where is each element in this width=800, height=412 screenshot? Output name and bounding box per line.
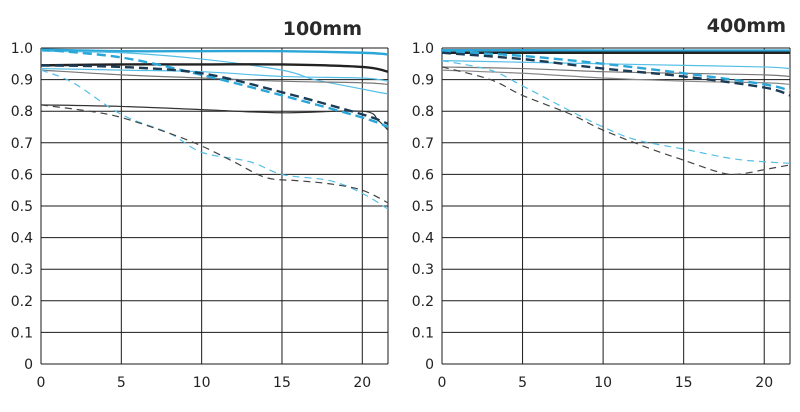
chart-title-400mm: 400mm [707, 15, 786, 37]
x-tick-label: 15 [675, 375, 693, 391]
tick-labels-400mm: 0 0.1 0.2 0.3 0.4 0.5 0.6 0.7 0.8 0.9 1.0 0 5 10 15 20 [412, 41, 773, 391]
y-tick-label: 1.0 [412, 41, 434, 57]
series-line-black-dashed-thick [441, 51, 791, 97]
y-tick-label: 0.6 [412, 167, 434, 183]
y-tick-label: 0.8 [11, 104, 33, 120]
series-line-blue-solid-thin-2 [40, 50, 389, 95]
x-tick-label: 10 [594, 375, 612, 391]
series-line-black-solid-thick [40, 63, 389, 73]
series-400mm [441, 48, 791, 176]
series-line-black-dashed-thin [441, 66, 791, 176]
series-line-black-dashed-thick [40, 64, 389, 125]
series-line-blue-solid-thick [40, 48, 389, 56]
series-line-gray-solid-thin-2 [441, 69, 791, 85]
chart-400mm: 00.10.20.30.40.50.60.70.80.91.00 5 10 15 20 … [412, 15, 791, 391]
grid-400mm [441, 47, 791, 365]
chart-100mm: 00.10.20.30.40.50.60.70.80.91.00 5 10 15 20 … [11, 18, 389, 391]
x-tick-label: 10 [193, 375, 211, 391]
x-tick-label: 15 [273, 375, 291, 391]
series-line-black-dashed-thin [40, 104, 389, 204]
y-tick-label: 0.3 [11, 262, 33, 278]
y-tick-label: 0.1 [412, 325, 434, 341]
y-tick-label: 0 [24, 357, 33, 373]
series-line-blue-dashed-thick [40, 48, 389, 129]
x-tick-label: 20 [353, 375, 371, 391]
tick-labels-100mm: 0 0.1 0.2 0.3 0.4 0.5 0.6 0.7 0.8 0.9 1.0 0 5 10 15 20 [11, 41, 371, 391]
y-tick-label: 0.4 [11, 231, 33, 247]
y-tick-label: 0.9 [11, 73, 33, 89]
y-tick-label: 0.3 [412, 262, 434, 278]
x-tick-label: 20 [755, 375, 773, 391]
series-line-blue-dashed-thick [441, 49, 791, 92]
series-line-blue-dashed-thin [441, 60, 791, 164]
y-tick-label: 0.7 [11, 136, 33, 152]
y-tick-label: 0.8 [412, 104, 434, 120]
y-tick-label: 0.5 [412, 199, 434, 215]
y-tick-label: 0.2 [11, 294, 33, 310]
x-tick-label: 0 [37, 375, 46, 391]
grid-100mm [40, 47, 389, 365]
y-tick-label: 0.1 [11, 325, 33, 341]
y-tick-label: 0.6 [11, 167, 33, 183]
series-100mm [40, 48, 389, 210]
y-tick-label: 0 [425, 357, 434, 373]
y-tick-label: 0.4 [412, 231, 434, 247]
x-tick-label: 5 [518, 375, 527, 391]
y-tick-label: 0.5 [11, 199, 33, 215]
x-tick-label: 0 [438, 375, 447, 391]
y-tick-label: 0.7 [412, 136, 434, 152]
y-tick-label: 1.0 [11, 41, 33, 57]
series-line-blue-solid-thin [441, 60, 791, 70]
y-tick-label: 0.2 [412, 294, 434, 310]
y-tick-label: 0.9 [412, 73, 434, 89]
x-tick-label: 5 [117, 375, 126, 391]
chart-title-100mm: 100mm [283, 18, 362, 40]
series-line-blue-solid-thin-1 [40, 67, 389, 82]
